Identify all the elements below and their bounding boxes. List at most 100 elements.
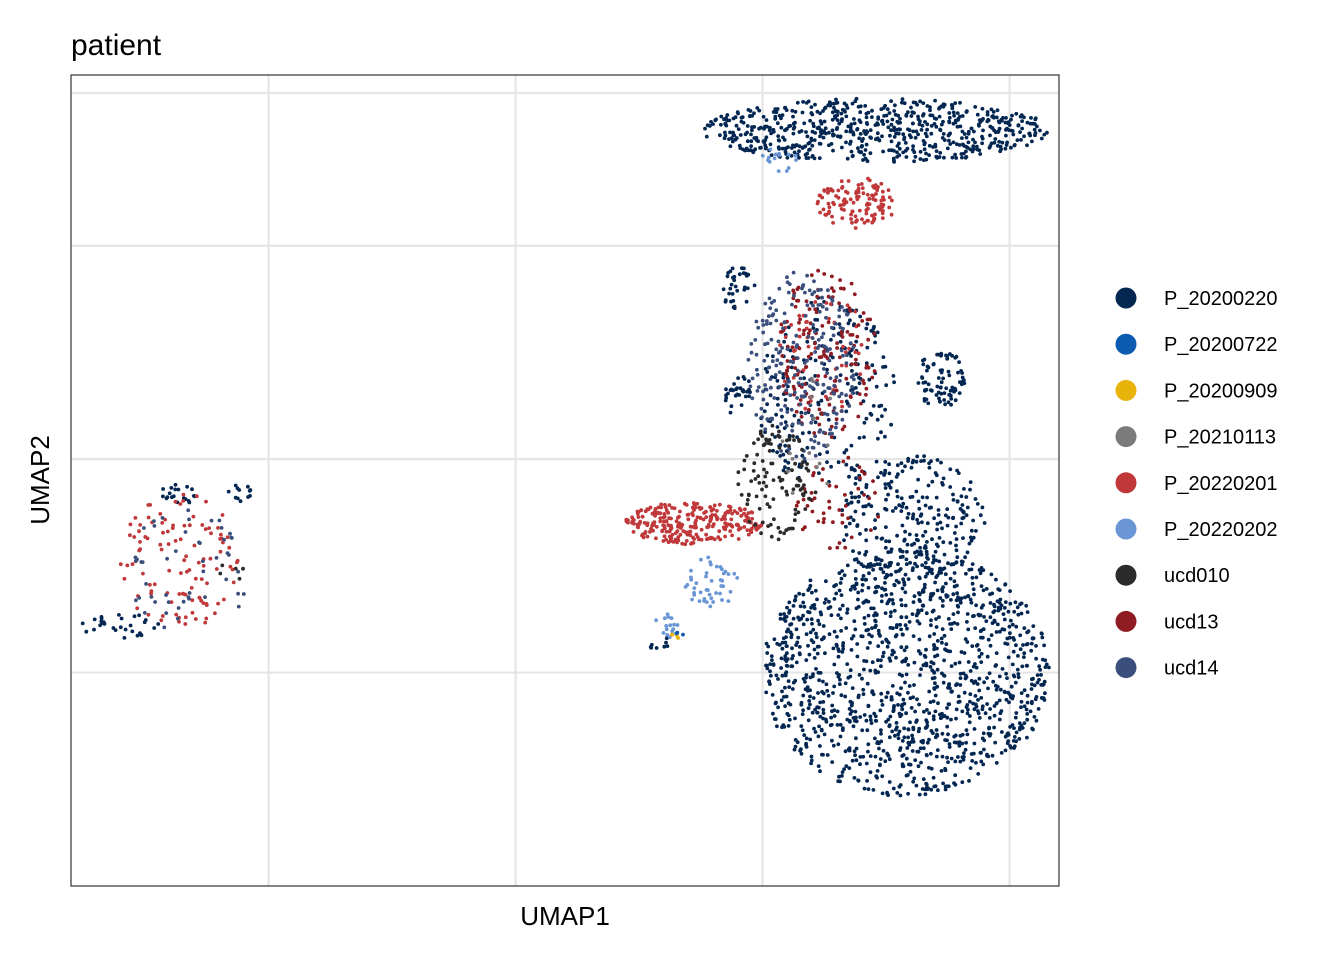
scatter-point: [742, 467, 747, 472]
scatter-point: [935, 527, 939, 532]
scatter-point: [1007, 700, 1011, 705]
scatter-point: [853, 350, 858, 355]
scatter-point: [1003, 600, 1008, 604]
scatter-point: [857, 392, 862, 396]
scatter-point: [812, 330, 817, 334]
scatter-point: [226, 489, 231, 494]
scatter-point: [796, 500, 800, 504]
scatter-point: [704, 571, 709, 575]
scatter-point: [916, 649, 921, 653]
scatter-point: [1034, 718, 1039, 723]
scatter-point: [787, 444, 791, 448]
scatter-point: [963, 155, 968, 160]
scatter-point: [942, 658, 946, 663]
scatter-point: [745, 147, 750, 152]
scatter-point: [803, 144, 807, 149]
scatter-point: [834, 421, 839, 426]
scatter-point: [815, 318, 820, 322]
scatter-point: [896, 562, 900, 567]
scatter-point: [122, 636, 127, 640]
scatter-point: [900, 504, 904, 509]
scatter-point: [786, 460, 791, 465]
scatter-point: [840, 650, 845, 654]
scatter-point: [776, 339, 781, 344]
scatter-point: [1007, 624, 1012, 629]
scatter-point: [156, 622, 161, 626]
scatter-point: [881, 122, 886, 126]
scatter-point: [960, 129, 965, 134]
scatter-point: [934, 495, 939, 500]
scatter-point: [808, 583, 813, 588]
scatter-point: [832, 714, 837, 718]
legend-label: P_20220202: [1164, 519, 1277, 541]
scatter-point: [833, 109, 838, 114]
scatter-point: [899, 627, 903, 632]
scatter-point: [825, 367, 829, 372]
scatter-point: [834, 642, 839, 647]
scatter-point: [864, 549, 869, 554]
scatter-point: [968, 487, 972, 492]
scatter-point: [153, 600, 158, 604]
scatter-point: [735, 288, 740, 293]
scatter-point: [653, 513, 657, 518]
scatter-point: [844, 626, 849, 630]
scatter-point: [805, 445, 810, 450]
scatter-point: [985, 110, 990, 114]
scatter-point: [92, 617, 97, 622]
scatter-point: [844, 462, 849, 467]
scatter-point: [955, 142, 959, 147]
scatter-point: [838, 722, 843, 727]
scatter-point: [841, 286, 846, 291]
scatter-point: [904, 505, 909, 510]
scatter-point: [658, 511, 663, 516]
scatter-point: [913, 154, 918, 159]
scatter-point: [715, 509, 719, 513]
scatter-point: [838, 325, 843, 330]
scatter-point: [876, 122, 880, 127]
scatter-point: [837, 394, 842, 399]
scatter-point: [883, 575, 888, 580]
scatter-point: [822, 272, 827, 276]
scatter-point: [944, 595, 949, 599]
scatter-point: [945, 356, 950, 361]
scatter-point: [853, 495, 858, 500]
scatter-point: [873, 340, 877, 345]
scatter-point: [811, 696, 816, 700]
scatter-point: [866, 206, 870, 211]
scatter-point: [980, 136, 985, 141]
scatter-point: [934, 617, 938, 621]
scatter-point: [723, 511, 728, 516]
scatter-point: [965, 711, 970, 716]
scatter-point: [726, 572, 731, 576]
scatter-point: [632, 521, 636, 526]
scatter-point: [995, 143, 1000, 148]
scatter-point: [829, 142, 834, 146]
scatter-point: [791, 654, 795, 658]
scatter-point: [159, 618, 164, 623]
scatter-point: [857, 436, 862, 440]
scatter-point: [934, 542, 939, 547]
scatter-point: [813, 707, 817, 712]
scatter-point: [860, 634, 865, 639]
scatter-point: [856, 194, 861, 199]
scatter-point: [871, 184, 875, 189]
scatter-point: [904, 562, 909, 567]
scatter-point: [849, 127, 853, 132]
scatter-point: [736, 376, 740, 380]
scatter-point: [821, 430, 826, 435]
scatter-point: [754, 527, 759, 532]
scatter-point: [765, 651, 770, 655]
scatter-point: [819, 612, 824, 617]
scatter-point: [852, 292, 857, 297]
scatter-point: [146, 515, 151, 520]
scatter-point: [892, 135, 897, 139]
scatter-point: [899, 509, 904, 513]
scatter-point: [636, 525, 640, 530]
scatter-point: [925, 495, 929, 500]
scatter-point: [161, 530, 165, 535]
scatter-point: [919, 760, 923, 765]
scatter-point: [723, 534, 727, 539]
scatter-point: [840, 569, 844, 573]
scatter-point: [1005, 676, 1009, 680]
scatter-point: [845, 330, 850, 334]
